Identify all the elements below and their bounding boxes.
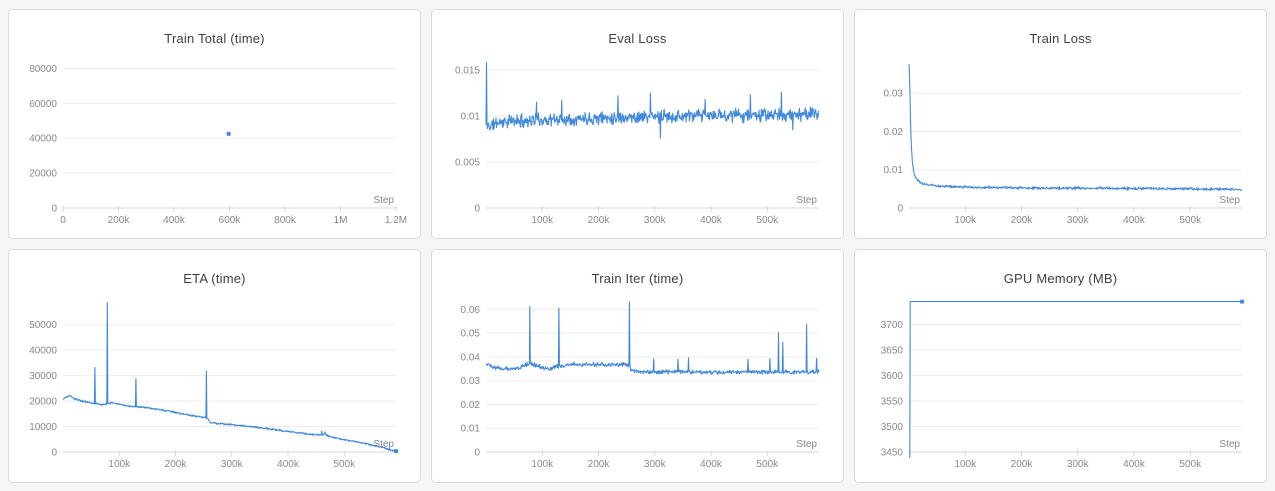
- svg-text:0.015: 0.015: [455, 65, 480, 76]
- svg-text:400k: 400k: [163, 215, 186, 226]
- train-total-chart[interactable]: 0 20000 40000 60000 80000 0 200k 400k 600k 800k 1M…: [19, 52, 410, 232]
- chart-panel-eta: ETA (time) 0 10000 20000 30000 40000 50000 100…: [8, 249, 421, 483]
- train-iter-chart[interactable]: 0 0.01 0.02 0.03 0.04 0.05 0.06 100k 200k 300k 400…: [442, 292, 833, 476]
- svg-text:400k: 400k: [277, 459, 300, 470]
- svg-text:50000: 50000: [29, 320, 57, 331]
- svg-text:100k: 100k: [108, 459, 131, 470]
- x-axis-label: Step: [796, 439, 817, 450]
- svg-text:0: 0: [474, 448, 480, 459]
- chart-title: Eval Loss: [608, 31, 667, 46]
- svg-text:80000: 80000: [29, 64, 57, 75]
- svg-text:0.02: 0.02: [884, 127, 904, 138]
- svg-text:0: 0: [60, 215, 66, 226]
- svg-text:1.2M: 1.2M: [385, 215, 407, 226]
- svg-text:0.06: 0.06: [461, 305, 481, 316]
- svg-text:1M: 1M: [334, 215, 348, 226]
- svg-text:200k: 200k: [588, 215, 611, 226]
- svg-text:400k: 400k: [1123, 459, 1146, 470]
- svg-text:0.04: 0.04: [461, 352, 481, 363]
- svg-text:500k: 500k: [1179, 459, 1202, 470]
- svg-text:300k: 300k: [644, 459, 667, 470]
- train-loss-chart[interactable]: 0 0.01 0.02 0.03 100k 200k 300k 400k 500k Step: [865, 52, 1256, 232]
- chart-panel-eval-loss: Eval Loss 0 0.005 0.01 0.015 100k 200k 300k 400…: [431, 9, 844, 239]
- chart-title: Train Loss: [1029, 31, 1092, 46]
- svg-text:0: 0: [51, 204, 57, 215]
- eval-loss-chart[interactable]: 0 0.005 0.01 0.015 100k 200k 300k 400k 500k Step: [442, 52, 833, 232]
- svg-text:0.03: 0.03: [884, 89, 904, 100]
- chart-panel-gpu-memory: GPU Memory (MB) 3450 3500 3550 3600 3650 3700…: [854, 249, 1267, 483]
- svg-text:20000: 20000: [29, 169, 57, 180]
- svg-text:0.03: 0.03: [461, 376, 481, 387]
- svg-text:0.01: 0.01: [461, 424, 481, 435]
- chart-panel-train-iter: Train Iter (time) 0 0.01 0.02 0.03 0.04 0.05 0…: [431, 249, 844, 483]
- svg-text:3600: 3600: [881, 371, 904, 382]
- svg-text:200k: 200k: [588, 459, 611, 470]
- svg-text:200k: 200k: [1011, 215, 1034, 226]
- svg-text:300k: 300k: [644, 215, 667, 226]
- x-axis-label: Step: [373, 195, 394, 206]
- svg-text:10000: 10000: [29, 422, 57, 433]
- svg-text:300k: 300k: [1067, 215, 1090, 226]
- svg-text:0.02: 0.02: [461, 400, 481, 411]
- svg-text:3550: 3550: [881, 397, 904, 408]
- svg-text:200k: 200k: [108, 215, 131, 226]
- svg-text:100k: 100k: [954, 215, 977, 226]
- svg-text:40000: 40000: [29, 346, 57, 357]
- chart-panel-train-total: Train Total (time) 0 20000 40000 60000 80000…: [8, 9, 421, 239]
- gpu-memory-chart[interactable]: 3450 3500 3550 3600 3650 3700 100k 200k 300k 400k…: [865, 292, 1256, 476]
- svg-text:500k: 500k: [1179, 215, 1202, 226]
- svg-text:100k: 100k: [954, 459, 977, 470]
- svg-text:500k: 500k: [756, 215, 779, 226]
- svg-text:30000: 30000: [29, 371, 57, 382]
- svg-text:600k: 600k: [219, 215, 242, 226]
- svg-text:400k: 400k: [1123, 215, 1146, 226]
- svg-text:0.01: 0.01: [884, 165, 904, 176]
- svg-text:100k: 100k: [531, 459, 554, 470]
- svg-text:200k: 200k: [1011, 459, 1034, 470]
- svg-text:0: 0: [51, 448, 57, 459]
- svg-text:3450: 3450: [881, 448, 904, 459]
- svg-text:0: 0: [897, 204, 903, 215]
- svg-text:500k: 500k: [756, 459, 779, 470]
- svg-text:3650: 3650: [881, 346, 904, 357]
- chart-title: Train Iter (time): [591, 271, 684, 286]
- svg-text:0: 0: [474, 204, 480, 215]
- svg-text:300k: 300k: [221, 459, 244, 470]
- svg-text:0.01: 0.01: [461, 111, 481, 122]
- svg-text:60000: 60000: [29, 99, 57, 110]
- svg-text:300k: 300k: [1067, 459, 1090, 470]
- svg-text:100k: 100k: [531, 215, 554, 226]
- eta-chart[interactable]: 0 10000 20000 30000 40000 50000 100k 200k 300k 40…: [19, 292, 410, 476]
- x-axis-label: Step: [373, 439, 394, 450]
- svg-text:400k: 400k: [700, 459, 723, 470]
- svg-text:200k: 200k: [165, 459, 188, 470]
- svg-text:800k: 800k: [274, 215, 297, 226]
- svg-text:400k: 400k: [700, 215, 723, 226]
- x-axis-label: Step: [1219, 439, 1240, 450]
- chart-title: ETA (time): [183, 271, 246, 286]
- chart-panel-train-loss: Train Loss 0 0.01 0.02 0.03 100k 200k 300k 400k…: [854, 9, 1267, 239]
- chart-title: GPU Memory (MB): [1003, 271, 1118, 286]
- svg-text:20000: 20000: [29, 397, 57, 408]
- x-axis-label: Step: [1219, 195, 1240, 206]
- chart-title: Train Total (time): [164, 31, 265, 46]
- svg-text:40000: 40000: [29, 134, 57, 145]
- x-axis-label: Step: [796, 195, 817, 206]
- svg-text:3700: 3700: [881, 320, 904, 331]
- svg-text:3500: 3500: [881, 422, 904, 433]
- svg-text:0.05: 0.05: [461, 329, 481, 340]
- svg-text:500k: 500k: [333, 459, 356, 470]
- svg-text:0.005: 0.005: [455, 157, 480, 168]
